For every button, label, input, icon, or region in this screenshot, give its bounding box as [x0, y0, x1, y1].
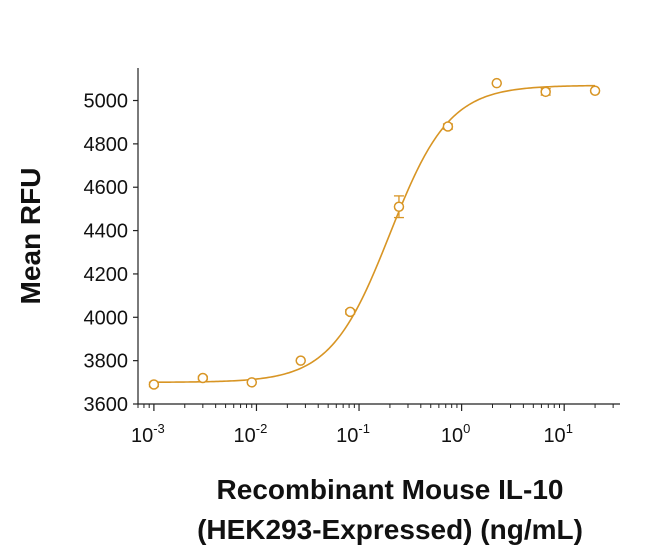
- data-point: [393, 201, 405, 212]
- y-tick-label: 4800: [84, 134, 129, 156]
- y-tick-label: 4400: [84, 221, 129, 243]
- y-tick-label: 5000: [84, 91, 129, 113]
- y-axis-title: Mean RFU: [15, 168, 46, 305]
- x-tick-label: 10-3: [131, 421, 165, 447]
- data-point: [295, 355, 306, 366]
- data-point: [344, 306, 356, 318]
- x-tick-label: 10-2: [234, 421, 268, 447]
- y-tick-label: 3600: [84, 394, 129, 416]
- x-tick-label: 101: [543, 421, 572, 447]
- x-tick-label: 10-1: [336, 421, 370, 447]
- y-tick-label: 3800: [84, 351, 129, 373]
- y-tick-label: 4200: [84, 264, 129, 286]
- fit-curve: [153, 84, 596, 384]
- plot-area: 3600 3800 4000 4200 4400 4600 4800 5000 10-3 10-2…: [84, 68, 620, 447]
- data-point: [589, 85, 601, 97]
- y-tick-label: 4000: [84, 307, 129, 329]
- data-point: [540, 86, 551, 98]
- x-tick-label: 100: [441, 421, 470, 447]
- x-axis-title-line2: (HEK293-Expressed) (ng/mL): [197, 514, 583, 545]
- data-point: [491, 77, 502, 89]
- data-point: [148, 379, 160, 390]
- data-point: [197, 372, 209, 384]
- y-tick-label: 4600: [84, 177, 129, 199]
- data-point: [246, 377, 258, 388]
- data-point: [442, 121, 454, 132]
- x-axis-title-line1: Recombinant Mouse IL-10: [217, 474, 564, 505]
